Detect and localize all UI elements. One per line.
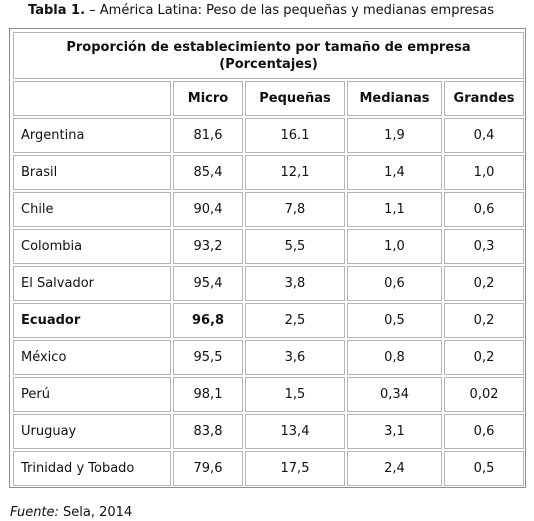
cell-medianas: 0,8 xyxy=(347,340,442,375)
cell-country: Argentina xyxy=(13,118,171,153)
cell-grandes: 0,02 xyxy=(444,377,525,412)
header-country xyxy=(13,81,171,116)
cell-medianas: 1,1 xyxy=(347,192,442,227)
table-row: Chile 90,4 7,8 1,1 0,6 xyxy=(13,192,525,227)
cell-grandes: 0,3 xyxy=(444,229,525,264)
table-row: Uruguay 83,8 13,4 3,1 0,6 xyxy=(13,414,525,449)
source-label: Fuente: xyxy=(10,505,59,520)
cell-medianas: 0,5 xyxy=(347,303,442,338)
cell-pequenas: 16.1 xyxy=(245,118,345,153)
cell-pequenas: 5,5 xyxy=(245,229,345,264)
cell-country: Perú xyxy=(13,377,171,412)
table-row: Trinidad y Tobado 79,6 17,5 2,4 0,5 xyxy=(13,451,525,486)
cell-micro: 98,1 xyxy=(173,377,243,412)
cell-grandes: 0,2 xyxy=(444,340,525,375)
cell-pequenas: 12,1 xyxy=(245,155,345,190)
table-header-row: Micro Pequeñas Medianas Grandes xyxy=(13,81,525,116)
table-title-line1: Proporción de establecimiento por tamaño… xyxy=(66,39,471,55)
cell-medianas: 0,34 xyxy=(347,377,442,412)
source-text: Sela, 2014 xyxy=(58,505,133,520)
table-row: El Salvador 95,4 3,8 0,6 0,2 xyxy=(13,266,525,301)
table-title-line2: (Porcentajes) xyxy=(219,56,318,72)
table-row: Brasil 85,4 12,1 1,4 1,0 xyxy=(13,155,525,190)
table-row-highlighted: Ecuador 96,8 2,5 0,5 0,2 xyxy=(13,303,525,338)
data-table: Proporción de establecimiento por tamaño… xyxy=(11,30,526,488)
cell-medianas: 3,1 xyxy=(347,414,442,449)
cell-medianas: 1,9 xyxy=(347,118,442,153)
cell-pequenas: 3,8 xyxy=(245,266,345,301)
cell-grandes: 0,4 xyxy=(444,118,525,153)
header-micro: Micro xyxy=(173,81,243,116)
header-medianas: Medianas xyxy=(347,81,442,116)
cell-medianas: 1,4 xyxy=(347,155,442,190)
cell-micro: 93,2 xyxy=(173,229,243,264)
cell-grandes: 1,0 xyxy=(444,155,525,190)
cell-medianas: 0,6 xyxy=(347,266,442,301)
cell-micro: 90,4 xyxy=(173,192,243,227)
cell-country: El Salvador xyxy=(13,266,171,301)
cell-country: Colombia xyxy=(13,229,171,264)
cell-grandes: 0,2 xyxy=(444,266,525,301)
cell-micro: 83,8 xyxy=(173,414,243,449)
cell-country: Brasil xyxy=(13,155,171,190)
cell-country: Uruguay xyxy=(13,414,171,449)
cell-micro: 81,6 xyxy=(173,118,243,153)
table-title: Proporción de establecimiento por tamaño… xyxy=(13,32,525,79)
cell-micro: 79,6 xyxy=(173,451,243,486)
table-row: Colombia 93,2 5,5 1,0 0,3 xyxy=(13,229,525,264)
cell-country: Trinidad y Tobado xyxy=(13,451,171,486)
cell-grandes: 0,6 xyxy=(444,192,525,227)
table-caption: Tabla 1. – América Latina: Peso de las p… xyxy=(28,2,494,19)
cell-grandes: 0,2 xyxy=(444,303,525,338)
table-row: Perú 98,1 1,5 0,34 0,02 xyxy=(13,377,525,412)
cell-medianas: 1,0 xyxy=(347,229,442,264)
cell-pequenas: 13,4 xyxy=(245,414,345,449)
cell-pequenas: 7,8 xyxy=(245,192,345,227)
header-pequenas: Pequeñas xyxy=(245,81,345,116)
cell-grandes: 0,6 xyxy=(444,414,525,449)
cell-pequenas: 2,5 xyxy=(245,303,345,338)
caption-text: – América Latina: Peso de las pequeñas y… xyxy=(85,3,495,18)
source-note: Fuente: Sela, 2014 xyxy=(10,505,132,521)
cell-micro: 85,4 xyxy=(173,155,243,190)
table-row: México 95,5 3,6 0,8 0,2 xyxy=(13,340,525,375)
cell-country: México xyxy=(13,340,171,375)
cell-pequenas: 17,5 xyxy=(245,451,345,486)
cell-grandes: 0,5 xyxy=(444,451,525,486)
table-row: Argentina 81,6 16.1 1,9 0,4 xyxy=(13,118,525,153)
header-grandes: Grandes xyxy=(444,81,525,116)
caption-label: Tabla 1. xyxy=(28,3,86,18)
cell-pequenas: 1,5 xyxy=(245,377,345,412)
data-table-frame: Proporción de establecimiento por tamaño… xyxy=(9,28,526,488)
cell-micro: 95,5 xyxy=(173,340,243,375)
cell-pequenas: 3,6 xyxy=(245,340,345,375)
cell-country: Chile xyxy=(13,192,171,227)
cell-micro: 95,4 xyxy=(173,266,243,301)
cell-country: Ecuador xyxy=(13,303,171,338)
cell-micro: 96,8 xyxy=(173,303,243,338)
cell-medianas: 2,4 xyxy=(347,451,442,486)
